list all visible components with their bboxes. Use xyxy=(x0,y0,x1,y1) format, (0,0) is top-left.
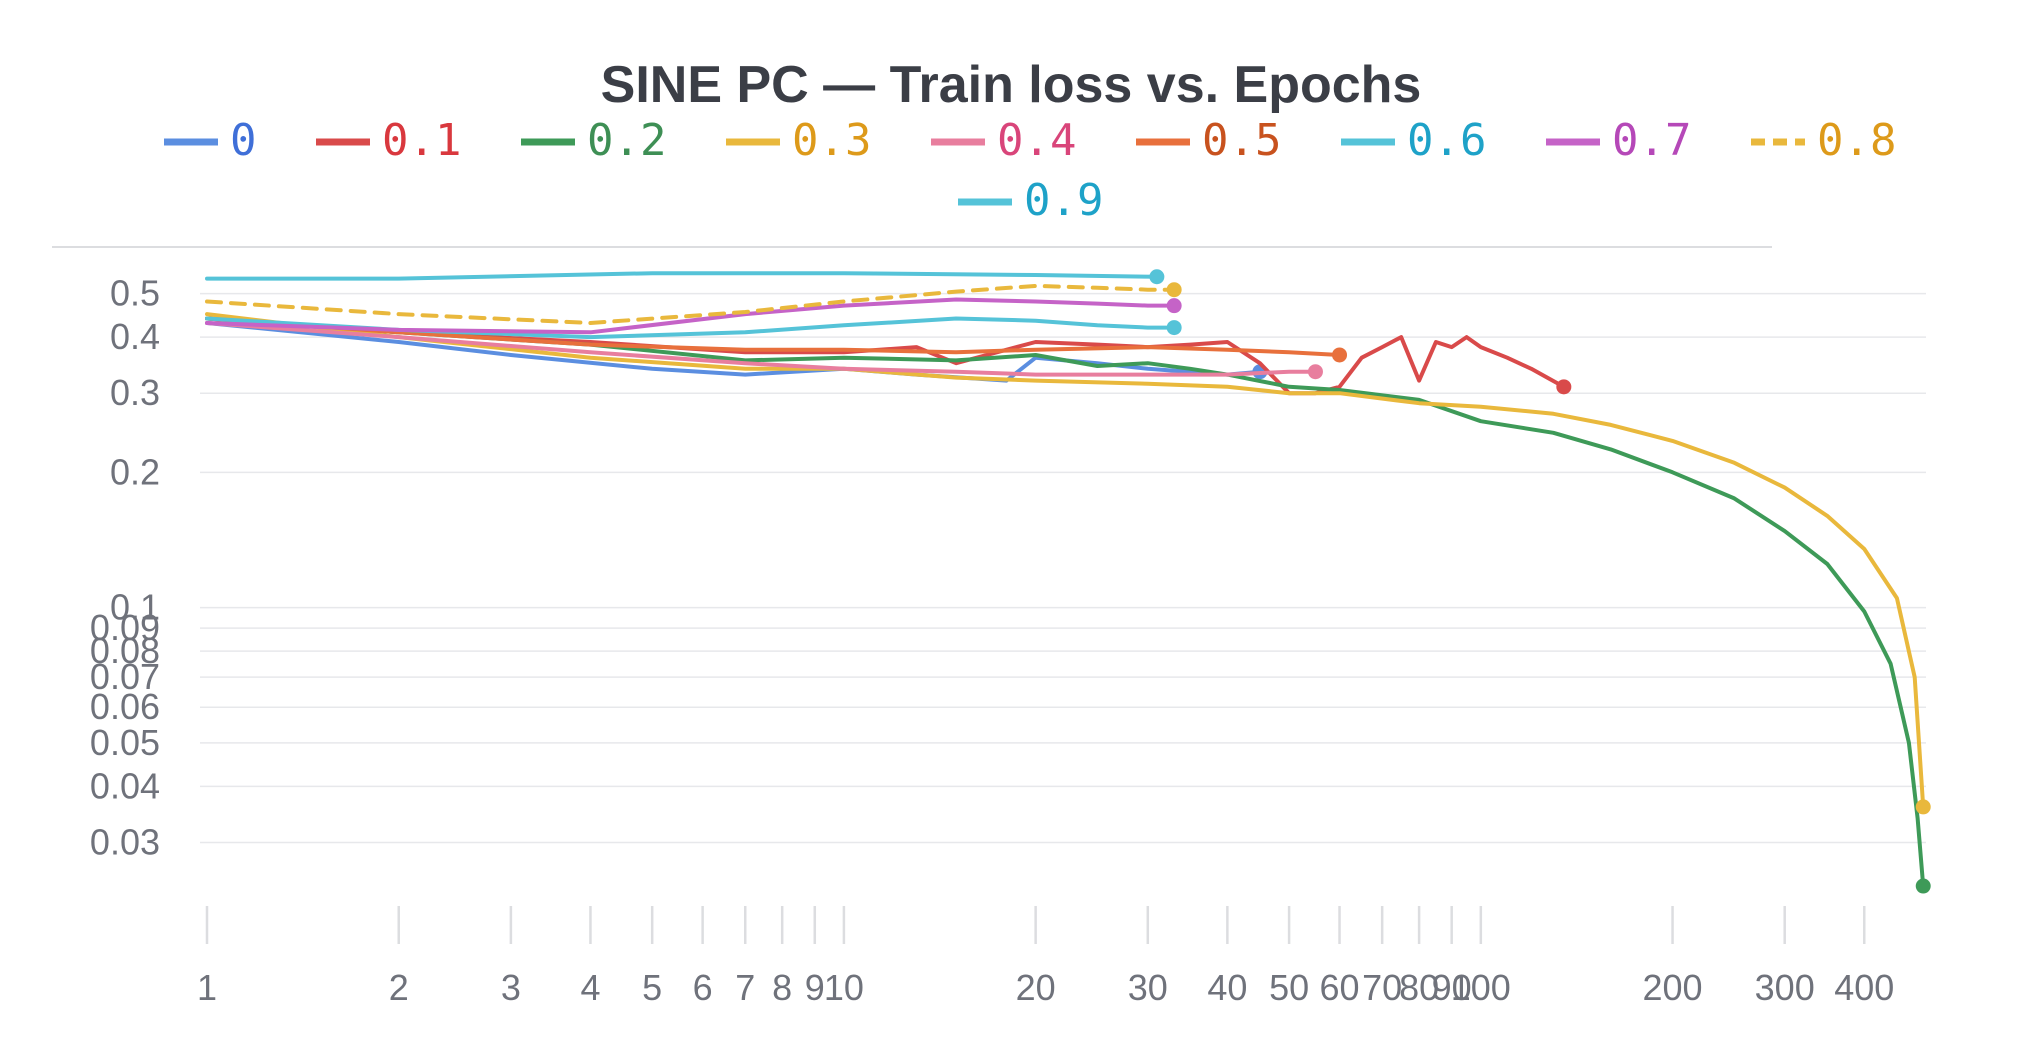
x-tick-label: 5 xyxy=(642,967,662,1008)
x-tick-label: 4 xyxy=(580,967,600,1008)
legend-label: 0.8 xyxy=(1817,115,1896,166)
series-endpoint-0.6 xyxy=(1166,320,1182,336)
legend-label: 0 xyxy=(230,115,257,166)
series-endpoint-0.3 xyxy=(1915,799,1931,815)
legend-item-0.6[interactable]: 0.6 xyxy=(1341,115,1486,166)
y-tick-label: 0.07 xyxy=(90,656,160,697)
x-tick-label: 400 xyxy=(1834,967,1894,1008)
y-tick-label: 0.06 xyxy=(90,686,160,727)
legend-label: 0.9 xyxy=(1024,175,1103,226)
x-tick-label: 40 xyxy=(1207,967,1247,1008)
series-endpoint-0.1 xyxy=(1556,379,1572,395)
series-endpoint-0.4 xyxy=(1307,364,1323,380)
series-line-0.3 xyxy=(205,312,1926,809)
legend-item-0.5[interactable]: 0.5 xyxy=(1136,115,1281,166)
x-tick-label: 100 xyxy=(1451,967,1511,1008)
series-line-0.9 xyxy=(205,271,1159,281)
y-tick-label: 0.5 xyxy=(110,273,160,314)
x-tick-label: 30 xyxy=(1128,967,1168,1008)
y-tick-label: 0.04 xyxy=(90,765,160,806)
x-tick-label: 7 xyxy=(735,967,755,1008)
x-tick-label: 8 xyxy=(772,967,792,1008)
series-line-0.8 xyxy=(205,283,1177,325)
legend-label: 0.4 xyxy=(997,115,1076,166)
series-line-0.5 xyxy=(205,316,1342,357)
legend-item-0.9[interactable]: 0.9 xyxy=(958,175,1103,226)
legend-item-0.2[interactable]: 0.2 xyxy=(521,115,666,166)
x-tick-label: 60 xyxy=(1319,967,1359,1008)
chart-title: SINE PC — Train loss vs. Epochs xyxy=(601,56,1422,114)
series-endpoint-0.2 xyxy=(1915,878,1931,894)
legend-item-0.3[interactable]: 0.3 xyxy=(726,115,871,166)
y-tick-label: 0.03 xyxy=(90,821,160,862)
x-tick-label: 1 xyxy=(197,967,217,1008)
legend-label: 0.6 xyxy=(1407,115,1486,166)
series-endpoint-0.5 xyxy=(1332,347,1348,363)
y-tick-label: 0.4 xyxy=(110,316,160,357)
series-line-0.4 xyxy=(205,321,1318,377)
series-line-0.6 xyxy=(205,316,1177,340)
y-tick-label: 0.09 xyxy=(90,607,160,648)
legend-label: 0.7 xyxy=(1612,115,1691,166)
series-line-0.2 xyxy=(205,316,1926,888)
x-tick-label: 9 xyxy=(805,967,825,1008)
x-tick-label: 3 xyxy=(501,967,521,1008)
y-axis: 0.50.4 0.3 0.2 0.10.090.080.070.060.050.04 0… xyxy=(90,273,160,863)
series-endpoint-0.9 xyxy=(1149,269,1165,285)
legend-item-0[interactable]: 0 xyxy=(164,115,257,166)
x-tick-label: 6 xyxy=(693,967,713,1008)
legend-item-0.4[interactable]: 0.4 xyxy=(931,115,1076,166)
legend-item-0.8[interactable]: 0.8 xyxy=(1751,115,1896,166)
legend: 0 0.1 0.2 0.3 0.4 0.5 0.6 0.7 0.8 0.9 xyxy=(164,115,1896,226)
series-endpoint-0.7 xyxy=(1166,298,1182,314)
legend-item-0.7[interactable]: 0.7 xyxy=(1546,115,1691,166)
legend-label: 0.2 xyxy=(587,115,666,166)
legend-label: 0.5 xyxy=(1202,115,1281,166)
y-tick-label: 0.3 xyxy=(110,372,160,413)
series-endpoint-0.8 xyxy=(1166,282,1182,298)
y-tick-label: 0.2 xyxy=(110,451,160,492)
x-tick-label: 20 xyxy=(1016,967,1056,1008)
x-tick-label: 90 xyxy=(1432,967,1472,1008)
x-tick-label: 2 xyxy=(389,967,409,1008)
y-tick-label: 0.05 xyxy=(90,722,160,763)
x-tick-label: 80 xyxy=(1399,967,1439,1008)
x-tick-label: 50 xyxy=(1269,967,1309,1008)
legend-item-0.1[interactable]: 0.1 xyxy=(316,115,461,166)
grid xyxy=(200,292,1926,844)
x-tick-label: 70 xyxy=(1362,967,1402,1008)
y-tick-label: 0.08 xyxy=(90,630,160,671)
legend-label: 0.3 xyxy=(792,115,871,166)
series-line-0.7 xyxy=(205,297,1177,335)
legend-label: 0.1 xyxy=(382,115,461,166)
x-tick-label: 10 xyxy=(824,967,864,1008)
series-lines xyxy=(205,269,1931,894)
x-tick-label: 200 xyxy=(1643,967,1703,1008)
x-tick-label: 300 xyxy=(1755,967,1815,1008)
y-tick-label: 0.1 xyxy=(110,587,160,628)
